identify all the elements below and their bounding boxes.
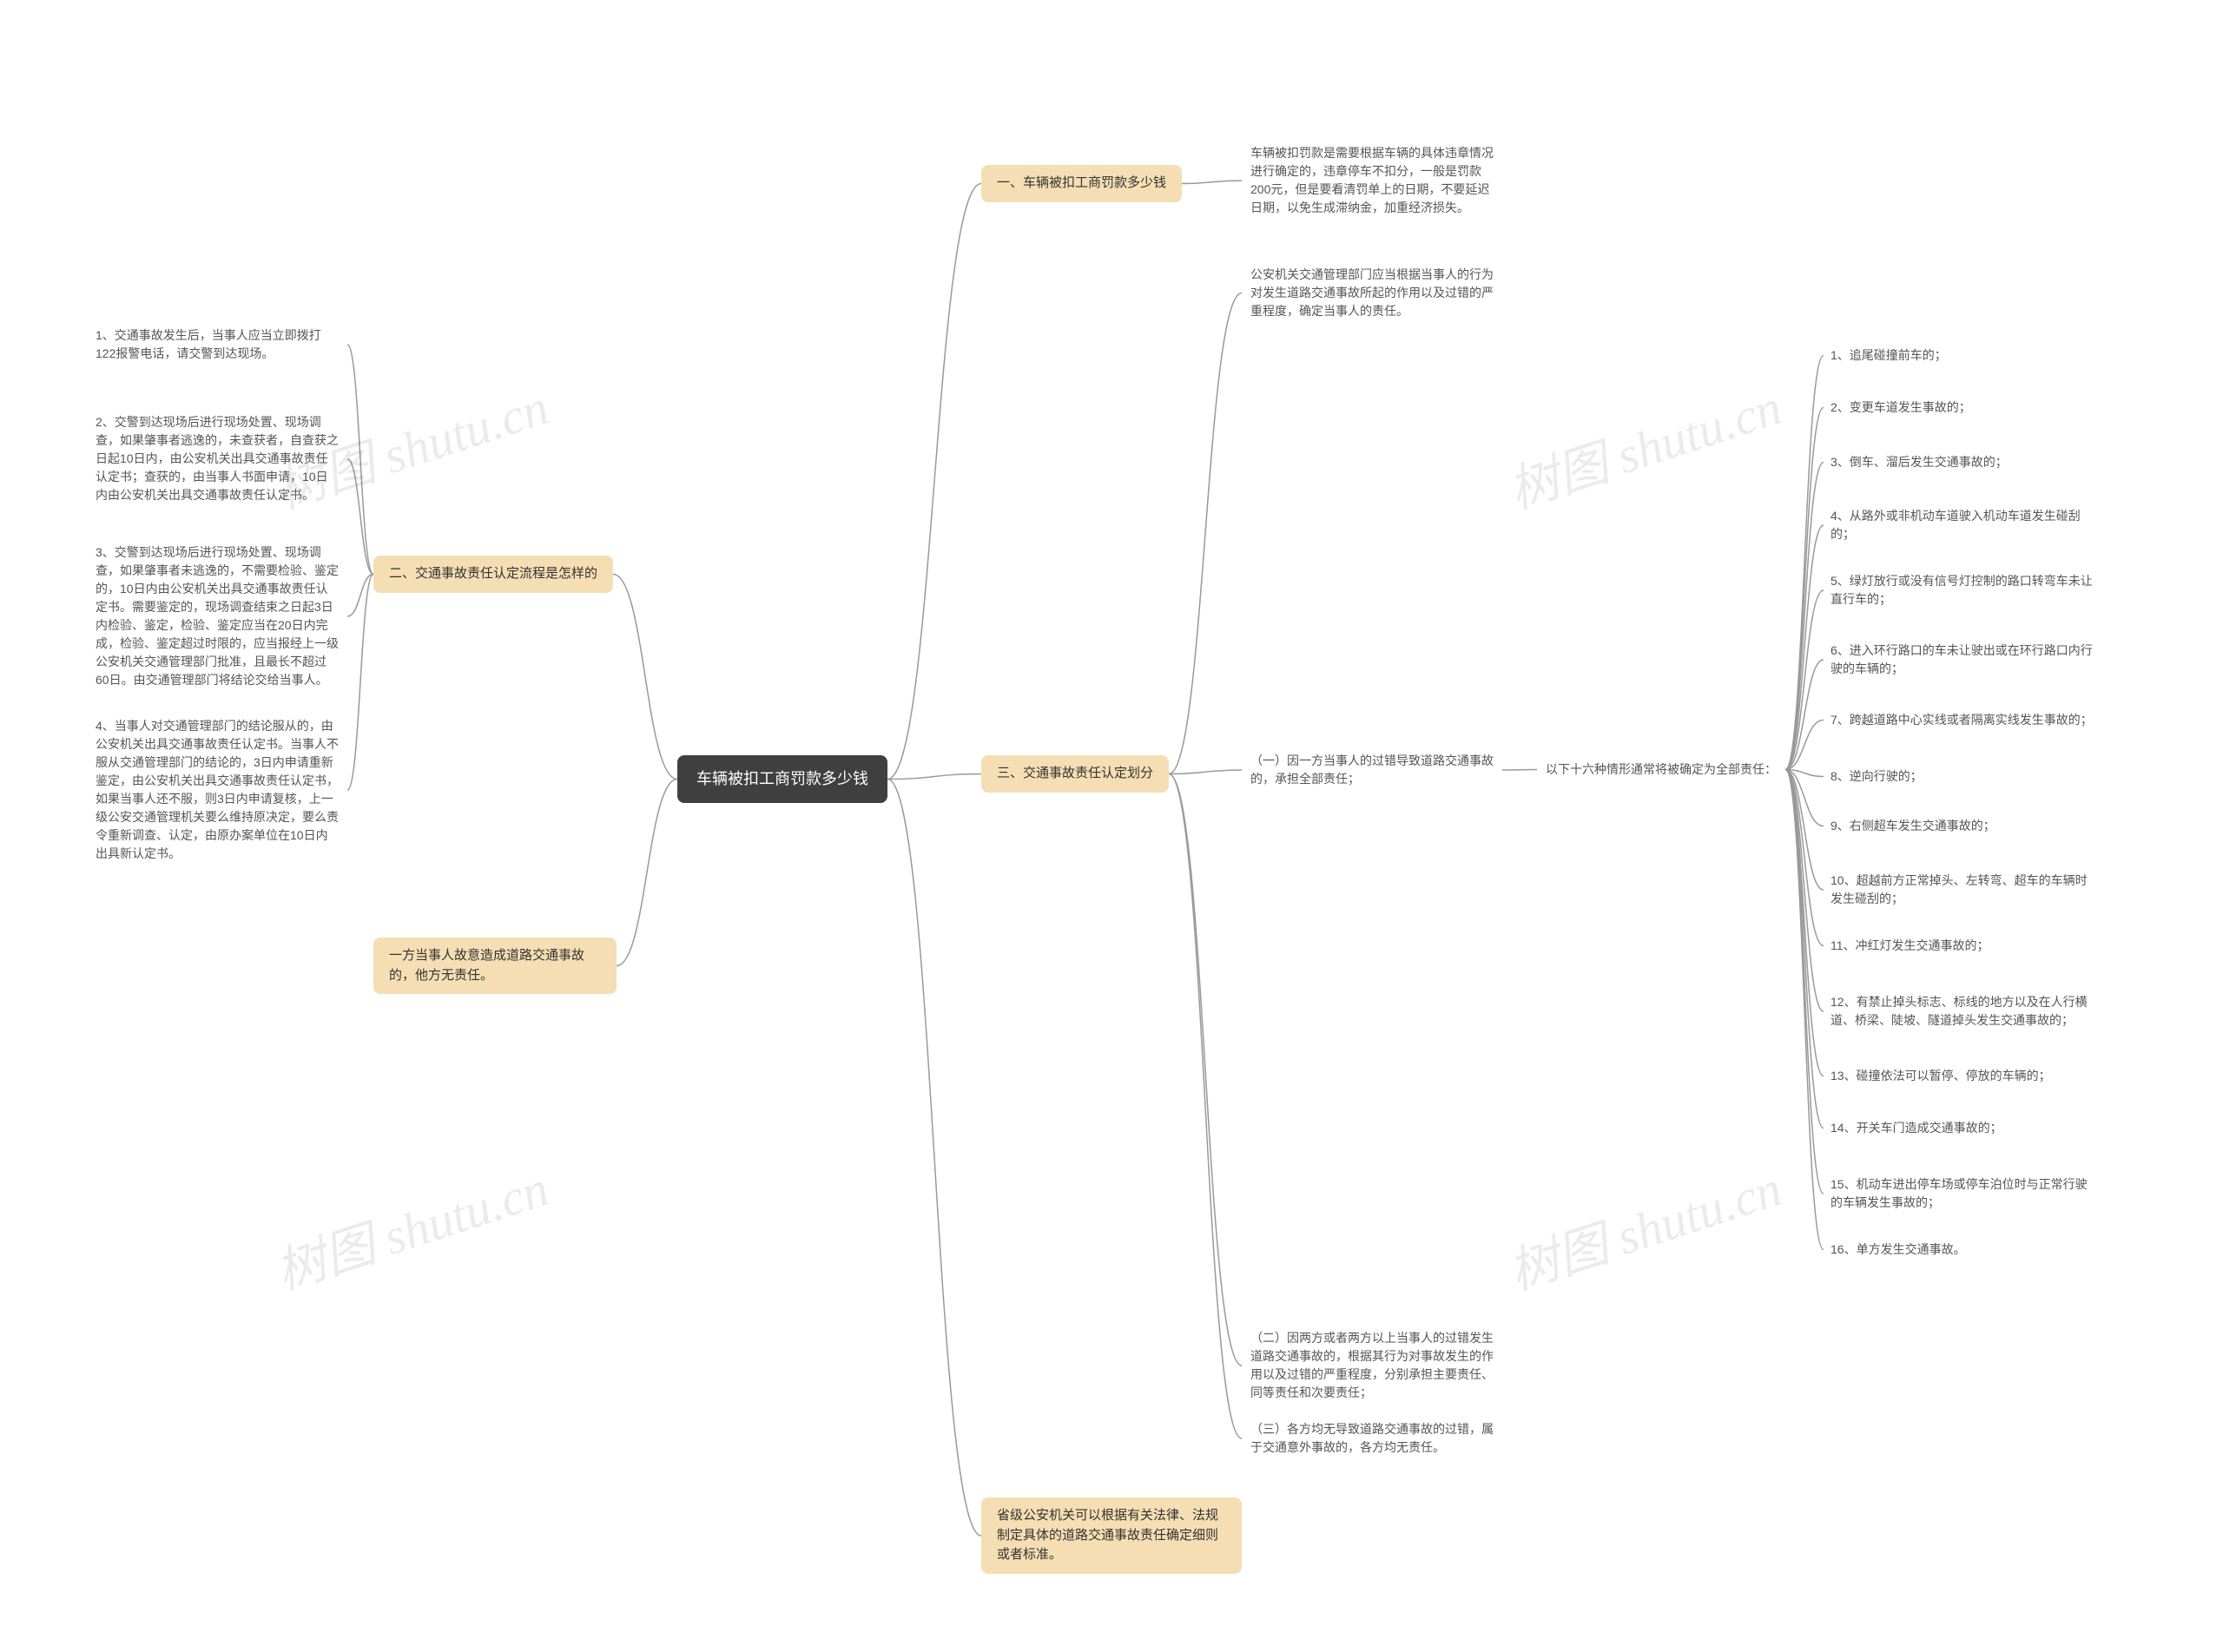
leaf-node: 3、倒车、溜后发生交通事故的； bbox=[1824, 450, 2015, 475]
detail-node: 4、当事人对交通管理部门的结论服从的，由公安机关出具交通事故责任认定书。当事人不… bbox=[87, 712, 347, 868]
leaf-node: 6、进入环行路口的车未让驶出或在环行路口内行驶的车辆的； bbox=[1824, 638, 2101, 681]
leaf-node: 10、超越前方正常掉头、左转弯、超车的车辆时发生碰刮的； bbox=[1824, 868, 2101, 912]
detail-node: 公安机关交通管理部门应当根据当事人的行为对发生道路交通事故所起的作用以及过错的严… bbox=[1242, 260, 1502, 326]
leaf-node: 8、逆向行驶的； bbox=[1824, 764, 1929, 789]
leaf-node: 14、开关车门造成交通事故的； bbox=[1824, 1116, 2009, 1141]
detail-node: 2、交警到达现场后进行现场处置、现场调查，如果肇事者逃逸的，未查获者，自查获之日… bbox=[87, 408, 347, 510]
leaf-node: 2、变更车道发生事故的； bbox=[1824, 395, 1978, 420]
leaf-node: 9、右侧超车发生交通事故的； bbox=[1824, 813, 2002, 839]
detail-node: 1、交通事故发生后，当事人应当立即拨打122报警电话，请交警到达现场。 bbox=[87, 321, 347, 368]
detail-node: 车辆被扣罚款是需要根据车辆的具体违章情况进行确定的，违章停车不扣分，一般是罚款2… bbox=[1242, 139, 1502, 222]
branch-node: 省级公安机关可以根据有关法律、法规制定具体的道路交通事故责任确定细则或者标准。 bbox=[981, 1497, 1242, 1574]
sub-node: 以下十六种情形通常将被确定为全部责任： bbox=[1537, 755, 1785, 784]
branch-node: 二、交通事故责任认定流程是怎样的 bbox=[373, 556, 613, 593]
root-node: 车辆被扣工商罚款多少钱 bbox=[677, 755, 887, 803]
watermark: 树图 shutu.cn bbox=[1498, 366, 1789, 523]
leaf-node: 4、从路外或非机动车道驶入机动车道发生碰刮的； bbox=[1824, 503, 2101, 547]
detail-node: 3、交警到达现场后进行现场处置、现场调查，如果肇事者未逃逸的，不需要检验、鉴定的… bbox=[87, 538, 347, 694]
leaf-node: 1、追尾碰撞前车的； bbox=[1824, 343, 1954, 368]
watermark: 树图 shutu.cn bbox=[265, 1148, 556, 1304]
leaf-node: 15、机动车进出停车场或停车泊位时与正常行驶的车辆发生事故的； bbox=[1824, 1172, 2101, 1215]
branch-node: 三、交通事故责任认定划分 bbox=[981, 755, 1169, 793]
leaf-node: 7、跨越道路中心实线或者隔离实线发生事故的； bbox=[1824, 708, 2100, 733]
detail-node: （二）因两方或者两方以上当事人的过错发生道路交通事故的，根据其行为对事故发生的作… bbox=[1242, 1324, 1502, 1407]
leaf-node: 11、冲红灯发生交通事故的； bbox=[1824, 933, 1996, 958]
watermark: 树图 shutu.cn bbox=[1498, 1148, 1789, 1304]
leaf-node: 13、碰撞依法可以暂停、停放的车辆的； bbox=[1824, 1063, 2058, 1089]
leaf-node: 12、有禁止掉头标志、标线的地方以及在人行横道、桥梁、陡坡、隧道掉头发生交通事故… bbox=[1824, 990, 2101, 1033]
detail-node: （三）各方均无导致道路交通事故的过错，属于交通意外事故的，各方均无责任。 bbox=[1242, 1415, 1502, 1462]
leaf-node: 5、绿灯放行或没有信号灯控制的路口转弯车未让直行车的； bbox=[1824, 569, 2101, 612]
leaf-node: 16、单方发生交通事故。 bbox=[1824, 1237, 1973, 1262]
branch-node: 一方当事人故意造成道路交通事故的，他方无责任。 bbox=[373, 938, 617, 994]
detail-node: （一）因一方当事人的过错导致道路交通事故的，承担全部责任； bbox=[1242, 747, 1502, 793]
branch-node: 一、车辆被扣工商罚款多少钱 bbox=[981, 165, 1182, 202]
